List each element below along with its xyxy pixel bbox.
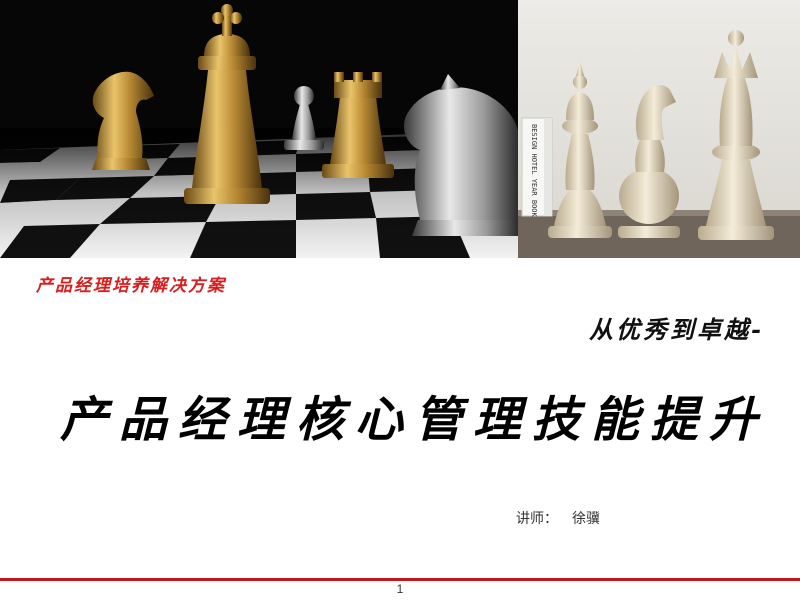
subtitle: 从优秀到卓越- — [589, 315, 764, 344]
lecturer-info: 讲师： 徐骥 — [516, 508, 600, 528]
lecturer-name: 徐骥 — [572, 511, 600, 527]
white-chess-pieces-photo-icon: BESIGN HOTEL YEAR BOOK — [518, 0, 800, 258]
lecturer-label: 讲师： — [516, 511, 558, 527]
page-title: 产品经理核心管理技能提升 — [60, 392, 769, 448]
footer-divider — [0, 578, 800, 581]
book-spine-text: BESIGN HOTEL YEAR BOOK — [530, 124, 538, 218]
chess-board-photo-icon — [0, 0, 518, 258]
tagline: 产品经理培养解决方案 — [36, 276, 226, 296]
page-number: 1 — [396, 582, 404, 596]
